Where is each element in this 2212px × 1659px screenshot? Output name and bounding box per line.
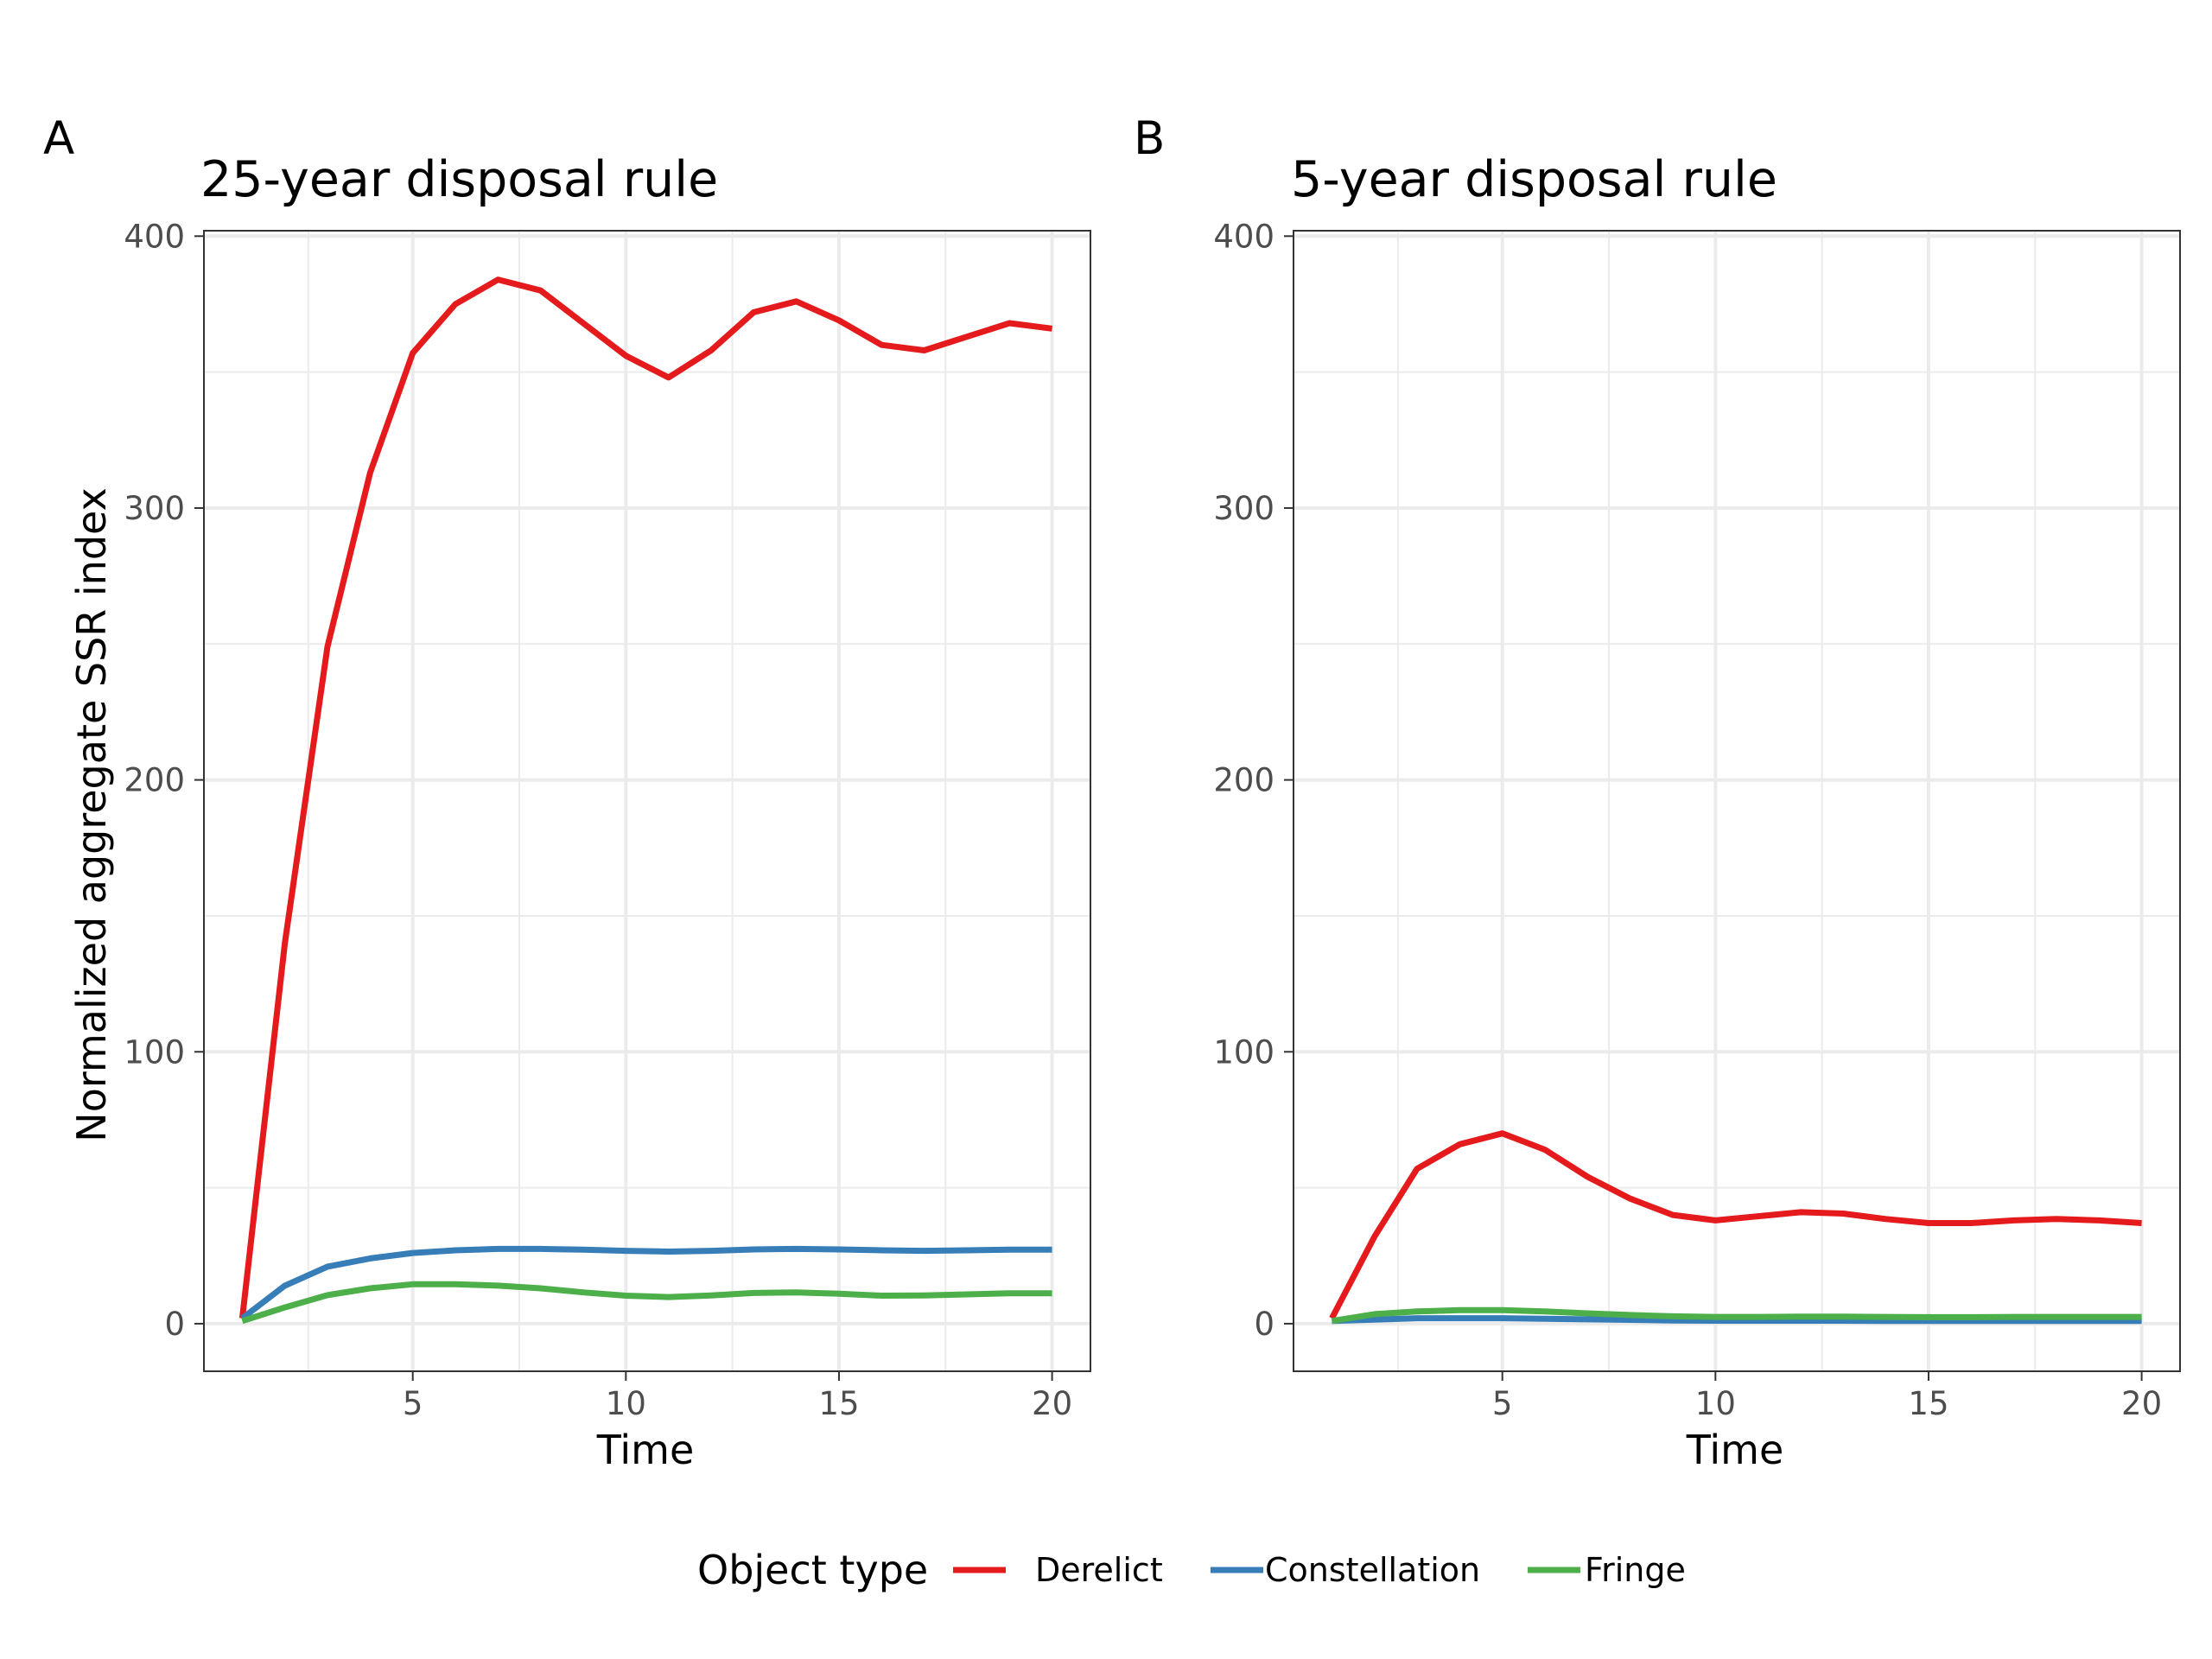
panel-b-series-derelict	[1329, 1130, 2142, 1320]
panel-a-y-axis: 0 100 200 300 400	[124, 218, 204, 1343]
panel-a-series-lines	[238, 276, 1053, 1325]
panel-a-series-fringe	[241, 1281, 1052, 1325]
panel-a-y-tick-label: 0	[164, 1306, 185, 1343]
panel-b-x-axis-label: Time	[1686, 1427, 1784, 1473]
panel-b-y-tick-label: 400	[1213, 218, 1274, 255]
panel-a-x-tick-label: 10	[606, 1385, 646, 1422]
panel-b-x-tick-label: 15	[1908, 1385, 1948, 1422]
panel-a-x-axis: 5 10 15 20	[403, 1371, 1072, 1422]
legend-label-derelict: Derelict	[1035, 1551, 1163, 1589]
panel-a-title: 25-year disposal rule	[200, 151, 718, 208]
panel-a-border	[203, 230, 1091, 1372]
panel-b-y-tick-label: 300	[1213, 490, 1274, 527]
panel-b-border	[1293, 230, 2181, 1372]
panel-a-y-tick-label: 400	[124, 218, 185, 255]
panel-b-series-lines	[1329, 1130, 2142, 1325]
panel-a-grid	[204, 231, 1090, 1371]
panel-b-title: 5-year disposal rule	[1291, 151, 1777, 208]
legend-title: Object type	[697, 1547, 928, 1593]
panel-b-series-constellation	[1332, 1315, 2142, 1325]
legend-entry-derelict: Derelict	[953, 1551, 1163, 1589]
panel-b-grid	[1294, 231, 2180, 1371]
panel-a-y-tick-label: 300	[124, 490, 185, 527]
panel-b-x-tick-label: 10	[1695, 1385, 1736, 1422]
panel-a-x-tick-label: 15	[818, 1385, 859, 1422]
panel-b-y-tick-label: 0	[1254, 1306, 1274, 1343]
panel-a-series-constellation	[240, 1245, 1052, 1321]
panel-b-y-axis: 0 100 200 300 400	[1213, 218, 1294, 1343]
panel-a-x-tick-label: 5	[403, 1385, 423, 1422]
panel-a: A 25-year disposal rule 5 10 15 20 0 100 200 3…	[43, 112, 1091, 1473]
panel-a-y-tick-label: 200	[124, 762, 185, 799]
panel-a-x-axis-label: Time	[596, 1427, 695, 1473]
legend-label-constellation: Constellation	[1265, 1551, 1480, 1589]
legend-entry-fringe: Fringe	[1528, 1551, 1686, 1589]
panel-a-y-tick-label: 100	[124, 1033, 185, 1071]
panel-b: B 5-year disposal rule 5 10 15 20 0 100 200 30…	[1134, 112, 2181, 1473]
panel-b-y-tick-label: 100	[1213, 1033, 1274, 1071]
panel-b-x-tick-label: 20	[2121, 1385, 2162, 1422]
panel-a-x-tick-label: 20	[1032, 1385, 1072, 1422]
legend-label-fringe: Fringe	[1585, 1551, 1686, 1589]
panel-a-series-derelict	[238, 276, 1053, 1319]
panel-a-tag: A	[43, 112, 74, 165]
panel-a-y-axis-label: Normalized aggregate SSR index	[68, 487, 115, 1141]
panel-b-x-tick-label: 5	[1492, 1385, 1513, 1422]
panel-b-y-tick-label: 200	[1213, 762, 1274, 799]
panel-b-series-fringe	[1331, 1306, 2142, 1325]
legend: Object type Derelict Constellation Fring…	[697, 1547, 1686, 1593]
panel-b-tag: B	[1134, 112, 1165, 165]
panel-b-x-axis: 5 10 15 20	[1492, 1371, 2162, 1422]
legend-entry-constellation: Constellation	[1211, 1551, 1480, 1589]
